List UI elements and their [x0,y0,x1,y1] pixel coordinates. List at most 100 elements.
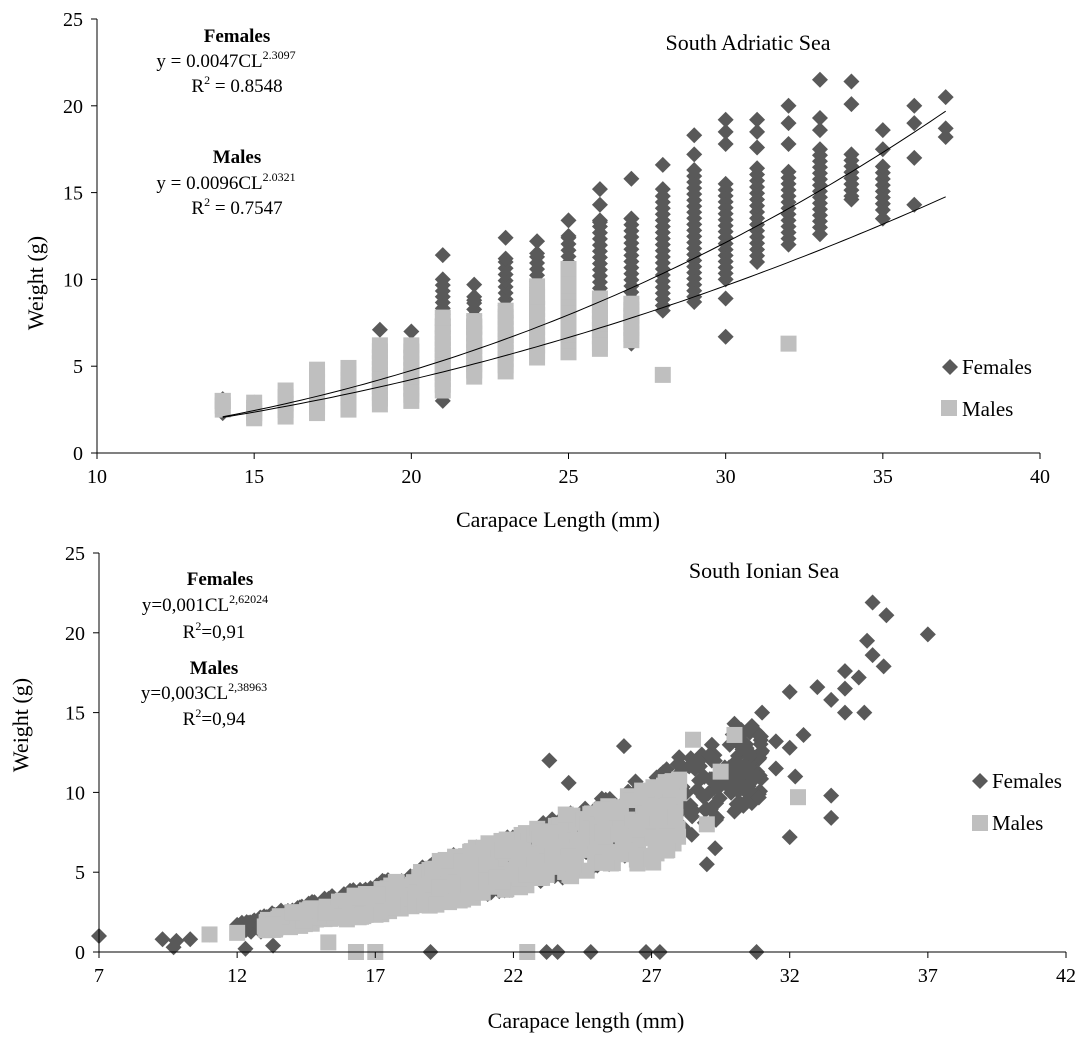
x-tick-label: 7 [94,965,104,987]
r2-males: R2 = 0.7547 [191,195,282,219]
point-females [843,191,860,208]
point-males [497,302,514,319]
point-females [843,146,860,163]
point-males [277,382,294,399]
legend-marker-females [942,359,958,375]
point-females [684,808,701,825]
point-females [726,803,743,820]
point-females [823,787,840,804]
point-females [750,789,767,806]
point-males [318,904,335,921]
point-males [256,918,273,935]
legend: Females Males [941,355,1032,421]
point-males [284,904,301,921]
point-females [671,749,688,766]
point-females [686,162,703,179]
y-tick-label: 0 [73,443,83,465]
fit-curve-males [222,196,946,418]
plot-area [91,594,936,960]
x-tick-label: 22 [503,965,523,987]
point-females [809,679,826,696]
point-females [780,115,797,132]
legend-label-males: Males [992,811,1043,835]
point-females [749,160,766,177]
chart-south-adriatic: 10 15 20 25 30 35 40 0 5 10 15 20 25 South Adriatic … [23,9,1050,532]
point-males [353,908,370,925]
x-tick-label: 20 [401,466,421,488]
point-males [780,335,797,352]
x-axis-label: Carapace Length (mm) [456,507,660,532]
point-females [875,658,892,675]
point-females [654,156,671,173]
point-females [615,738,632,755]
point-females [701,747,718,764]
point-females [623,170,640,187]
point-females [856,704,873,721]
equation-females-label: Females [187,569,253,590]
point-males [623,295,640,312]
y-axis-label: Weight (g) [8,678,33,772]
point-females [717,111,734,128]
point-males [643,851,660,868]
point-females [811,141,828,158]
point-females [497,229,514,246]
point-females [654,181,671,198]
point-males [628,851,645,868]
point-males [712,763,729,780]
point-females [695,788,712,805]
point-females [717,290,734,307]
point-females [717,175,734,192]
point-males [698,816,715,833]
point-females [811,122,828,139]
point-females [707,840,724,857]
point-females [780,135,797,152]
r2-males: R2=0,94 [183,706,246,730]
point-males [338,905,355,922]
x-tick-label: 42 [1056,965,1076,987]
point-females [165,939,182,956]
axis-ticks: 7 12 17 22 27 32 37 42 0 5 10 15 20 25 [65,543,1076,987]
point-males [504,865,521,882]
point-females [811,226,828,243]
point-females [711,790,728,807]
y-tick-label: 20 [65,623,85,645]
point-females [843,73,860,90]
equation-males-label: Males [190,658,239,679]
point-males [529,278,546,295]
point-females [371,321,388,338]
point-females [740,765,757,782]
point-males [565,857,582,874]
point-males [510,839,527,856]
point-females [591,181,608,198]
point-females [919,626,936,643]
point-females [864,647,881,664]
point-males [659,842,676,859]
point-males [614,833,631,850]
x-tick-label: 37 [918,965,938,987]
point-males [462,873,479,890]
point-females [717,135,734,152]
legend-marker-males [941,400,957,416]
point-males [594,801,611,818]
point-males [654,366,671,383]
point-females [836,663,853,680]
point-females [529,233,546,250]
x-tick-label: 25 [559,466,579,488]
point-females [749,139,766,156]
point-males [671,771,688,788]
legend: Females Males [972,769,1062,835]
point-males [601,844,618,861]
legend-label-females: Females [962,355,1032,379]
point-males [444,877,461,894]
point-females [623,210,640,227]
equation-males: y = 0.0096CL2.0321 [156,170,295,194]
point-males [557,806,574,823]
point-females [937,89,954,106]
point-females [780,163,797,180]
y-axis-label: Weight (g) [23,236,48,330]
point-males [685,731,702,748]
r2-females: R2 = 0.8548 [191,73,282,97]
point-females [874,141,891,158]
point-males [403,337,420,354]
